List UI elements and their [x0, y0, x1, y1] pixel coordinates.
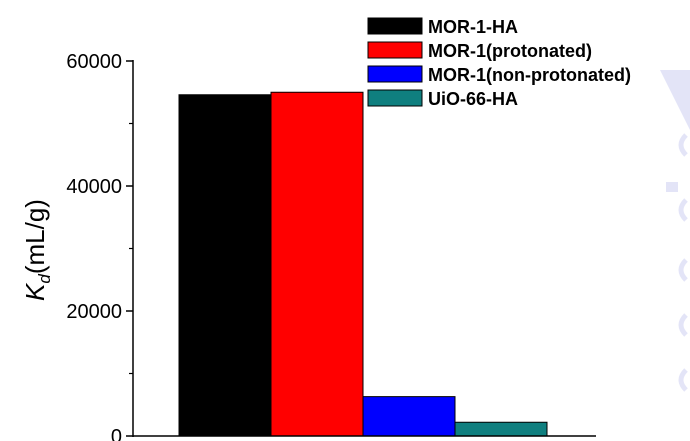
y-tick-label-20000: 20000 [66, 301, 122, 323]
y-axis-label-main: K [20, 282, 50, 301]
bar-mor-1-protonated [270, 91, 364, 437]
legend-swatch-mor-1-protonated [367, 41, 423, 59]
legend-swatch-uio-66-ha [367, 89, 423, 107]
legend-label-mor-1-ha: MOR-1-HA [428, 17, 518, 37]
y-axis-label: Kd(mL/g) [20, 199, 54, 301]
legend-label-mor-1-non-protonated: MOR-1(non-protonated) [428, 65, 631, 85]
legend-swatch-mor-1-ha [367, 17, 423, 35]
legend: MOR-1-HA MOR-1(protonated) MOR-1(non-proto… [367, 17, 631, 109]
bar-uio-66-ha [454, 421, 548, 437]
y-tick-label-60000: 60000 [66, 51, 122, 73]
legend-label-uio-66-ha: UiO-66-HA [428, 89, 518, 109]
y-ticks-group: 0 20000 40000 60000 [66, 51, 133, 441]
bars-group [178, 91, 548, 437]
y-axis-label-sub: d [35, 274, 54, 284]
y-tick-label-40000: 40000 [66, 176, 122, 198]
legend-swatch-mor-1-non-protonated [367, 65, 423, 83]
y-tick-label-0: 0 [111, 426, 122, 441]
bar-mor-1-ha [178, 94, 272, 437]
legend-label-mor-1-protonated: MOR-1(protonated) [428, 41, 592, 61]
bar-mor-1-non-protonated [362, 396, 456, 437]
y-axis-label-unit: (mL/g) [20, 199, 50, 274]
background-watermark [660, 70, 690, 392]
